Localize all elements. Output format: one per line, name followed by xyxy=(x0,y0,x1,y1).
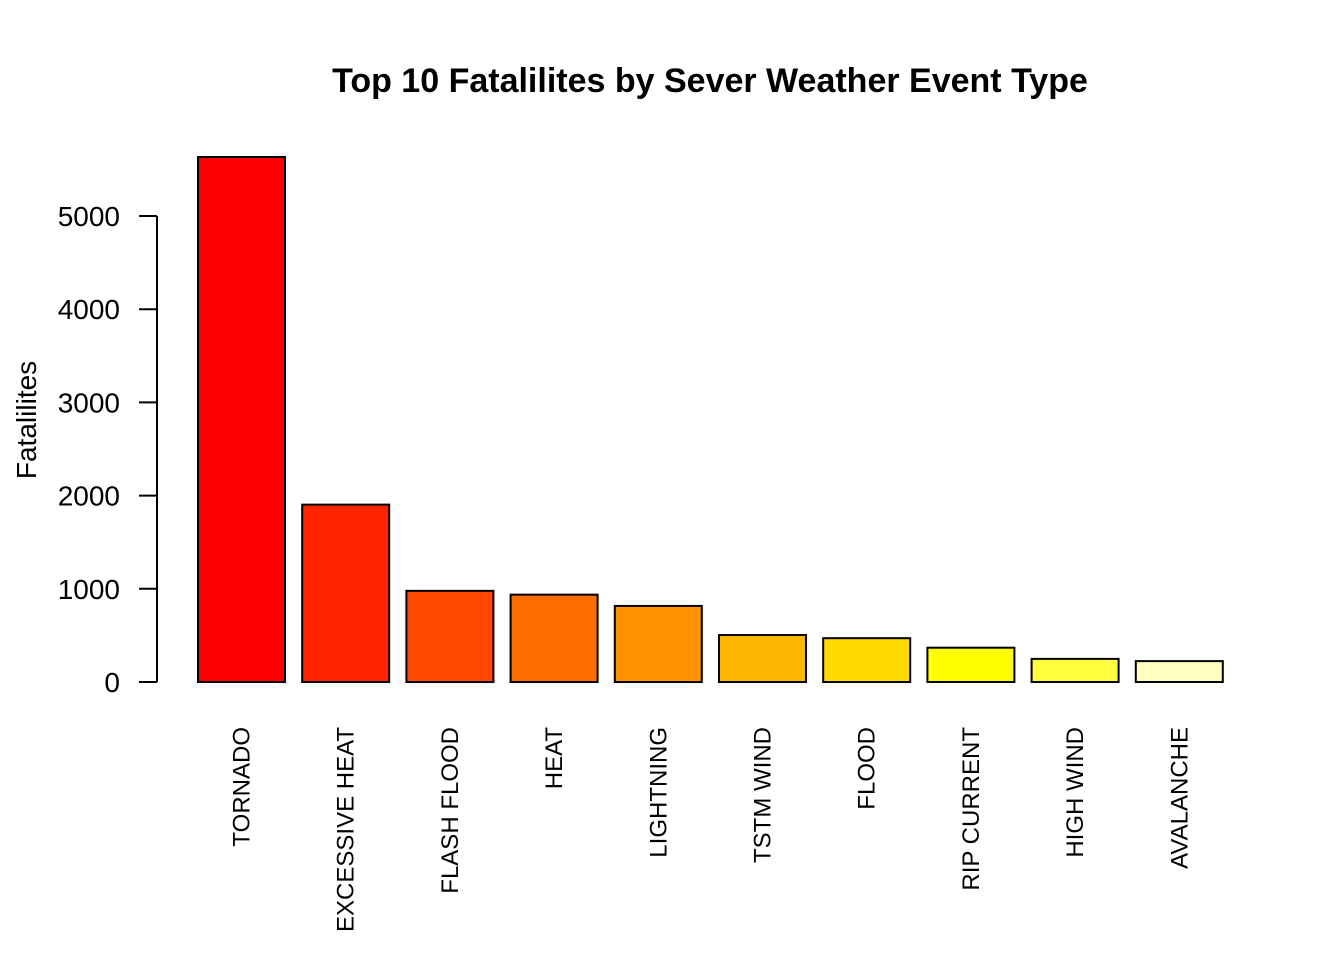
chart-title: Top 10 Fatalilites by Sever Weather Even… xyxy=(332,62,1088,100)
bar-flood xyxy=(822,637,912,683)
bars-group xyxy=(197,156,1224,684)
bar-lightning xyxy=(613,604,703,683)
y-axis-ticks: 0 1000 2000 3000 4000 5000 xyxy=(58,201,157,698)
bar-flash-flood xyxy=(405,589,495,683)
x-category-label: TORNADO xyxy=(229,727,256,847)
bar-excessive-heat xyxy=(301,503,391,684)
y-tick-label: 1000 xyxy=(58,574,120,605)
bar-rip-current xyxy=(926,646,1016,683)
x-category-label: FLASH FLOOD xyxy=(437,727,464,894)
bar-tornado xyxy=(197,156,286,683)
y-tick-label: 2000 xyxy=(58,481,120,512)
category-labels: TORNADO EXCESSIVE HEAT FLASH FLOOD HEAT LIGH… xyxy=(229,727,1194,932)
y-tick-label: 3000 xyxy=(58,387,120,418)
x-category-label: AVALANCHE xyxy=(1166,727,1193,869)
bar-high-wind xyxy=(1030,657,1120,684)
x-category-label: HEAT xyxy=(541,727,568,790)
bar-heat xyxy=(509,593,599,683)
x-category-label: RIP CURRENT xyxy=(958,727,985,891)
y-axis-label: Fatalilites xyxy=(11,361,42,479)
y-tick-label: 5000 xyxy=(58,201,120,232)
x-category-label: EXCESSIVE HEAT xyxy=(333,727,360,932)
x-category-label: HIGH WIND xyxy=(1062,727,1089,858)
y-tick-label: 0 xyxy=(104,667,120,698)
x-category-label: FLOOD xyxy=(854,727,881,810)
bar-avalanche xyxy=(1134,660,1224,684)
y-tick-label: 4000 xyxy=(58,294,120,325)
bar-tstm-wind xyxy=(718,634,807,684)
x-category-label: LIGHTNING xyxy=(645,727,672,858)
x-category-label: TSTM WIND xyxy=(750,727,777,863)
